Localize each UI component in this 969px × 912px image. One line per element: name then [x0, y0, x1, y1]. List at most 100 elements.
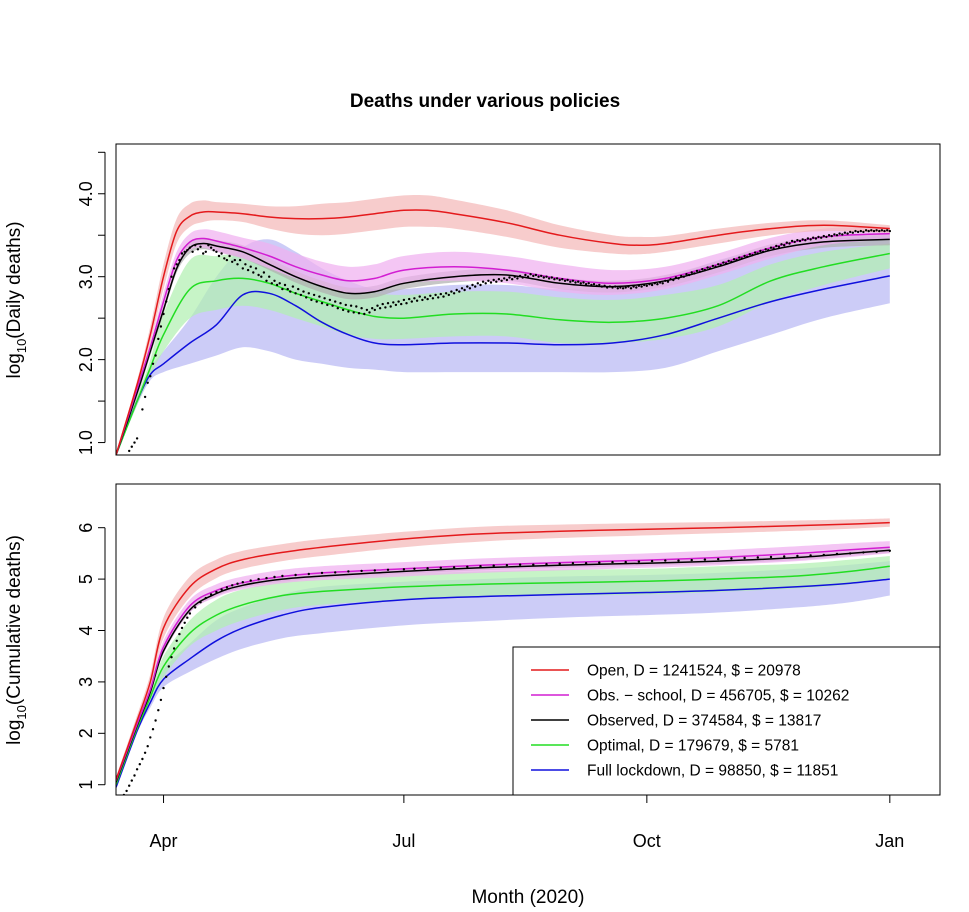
daily-observed-point [822, 234, 825, 238]
cumulative-observed-point [386, 568, 390, 571]
cumulative-observed-point [241, 581, 244, 584]
daily-observed-point [880, 229, 884, 232]
daily-observed-point [442, 295, 445, 298]
daily-observed-point [326, 303, 329, 307]
cumulative-observed-point [209, 593, 213, 596]
daily-observed-point [701, 268, 704, 271]
daily-observed-point [717, 263, 720, 266]
daily-observed-point [714, 265, 717, 268]
daily-observed-point [600, 285, 604, 288]
daily-observed-point [611, 286, 614, 289]
daily-observed-point [384, 306, 387, 309]
daily-observed-point [862, 230, 865, 234]
daily-observed-point [376, 304, 379, 307]
cumulative-observed-point [143, 751, 147, 754]
daily-observed-point [648, 283, 651, 286]
cumulative-observed-point [175, 639, 178, 642]
cumulative-y-tick-label: 3 [76, 677, 96, 687]
cumulative-line-observed [116, 549, 890, 783]
daily-observed-point [579, 282, 582, 285]
daily-observed-point [360, 307, 363, 310]
legend-label-open: Open, D = 1241524, $ = 20978 [587, 663, 801, 680]
daily-observed-point [178, 258, 181, 262]
daily-observed-point [555, 277, 559, 280]
daily-observed-point [418, 295, 421, 298]
cumulative-y-label-sub: 10 [14, 705, 29, 719]
daily-observed-point [497, 278, 501, 281]
daily-observed-point [820, 236, 823, 239]
daily-observed-point [798, 239, 802, 243]
daily-observed-point [299, 293, 303, 297]
cumulative-observed-point [186, 616, 189, 619]
cumulative-observed-point [624, 560, 627, 564]
daily-observed-point [363, 312, 366, 316]
cumulative-observed-point [347, 570, 350, 573]
daily-observed-point [389, 305, 392, 308]
daily-observed-point [817, 235, 820, 239]
daily-observed-point [302, 290, 305, 293]
daily-observed-point [695, 269, 699, 273]
cumulative-observed-point [835, 552, 839, 556]
daily-observed-point [614, 285, 617, 288]
daily-observed-point [349, 304, 353, 307]
daily-observed-point [780, 243, 783, 246]
daily-observed-point [532, 274, 535, 278]
daily-observed-point [571, 279, 575, 282]
cumulative-observed-point [141, 757, 144, 761]
daily-observed-point [534, 273, 538, 277]
daily-observed-point [484, 282, 487, 285]
x-axis: Apr Jul Oct Jan [149, 794, 904, 851]
daily-observed-point [724, 262, 728, 265]
daily-series-lines [116, 209, 890, 455]
daily-deaths-panel: 1.0 2.0 3.0 4.0 log10(Daily deaths) [4, 143, 941, 456]
cumulative-observed-point [598, 561, 601, 564]
cumulative-observed-point [133, 774, 136, 777]
daily-observed-point [825, 235, 828, 239]
daily-observed-point [751, 253, 754, 257]
daily-observed-point [709, 267, 712, 270]
daily-observed-point [735, 258, 738, 262]
daily-observed-point [627, 285, 630, 288]
daily-observed-point [320, 302, 324, 305]
daily-observed-point [180, 252, 184, 255]
cumulative-observed-point [281, 574, 284, 578]
daily-observed-point [775, 244, 778, 248]
daily-line-observed [116, 238, 890, 455]
daily-observed-point [468, 287, 472, 290]
daily-observed-point [566, 278, 569, 282]
daily-observed-point [365, 308, 369, 312]
legend: Open, D = 1241524, $ = 20978 Obs. − schoo… [512, 646, 941, 796]
daily-observed-point [479, 283, 482, 287]
daily-observed-point [159, 325, 163, 328]
daily-observed-point [561, 278, 564, 281]
cumulative-observed-point [273, 575, 276, 579]
daily-observed-point [537, 275, 540, 278]
cumulative-observed-point [756, 556, 759, 559]
daily-observed-point [616, 287, 619, 290]
daily-observed-point [540, 274, 543, 278]
daily-observed-point [722, 261, 725, 264]
daily-observed-point [249, 265, 252, 268]
daily-observed-point [265, 279, 268, 282]
daily-observed-point [378, 307, 382, 310]
daily-observed-point [328, 298, 332, 302]
daily-observed-point [460, 287, 464, 290]
cumulative-line-obs_school [116, 546, 890, 781]
daily-observed-point [141, 408, 144, 411]
daily-observed-point [199, 245, 202, 248]
daily-observed-point [371, 307, 374, 310]
daily-observed-point [666, 280, 670, 283]
cumulative-observed-point [204, 596, 207, 600]
daily-observed-point [574, 281, 577, 284]
daily-observed-point [476, 282, 479, 285]
cumulative-observed-point [479, 565, 482, 568]
daily-observed-point [323, 297, 326, 300]
daily-observed-point [809, 238, 812, 241]
daily-observed-point [748, 253, 751, 256]
daily-observed-point [294, 292, 297, 295]
daily-observed-point [545, 275, 548, 278]
daily-observed-point [444, 292, 448, 295]
daily-observed-point [220, 252, 223, 255]
daily-observed-point [474, 285, 477, 288]
daily-observed-point [426, 297, 429, 301]
